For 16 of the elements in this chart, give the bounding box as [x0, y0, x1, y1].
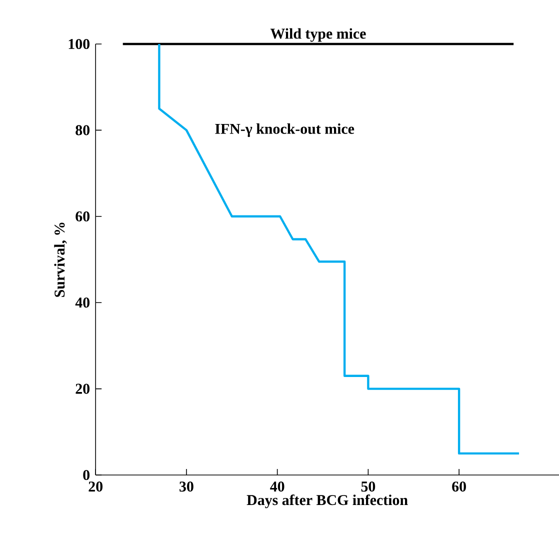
y-tick-label: 60	[76, 211, 90, 222]
x-tick-label: 50	[361, 482, 376, 492]
y-tick-label: 100	[68, 38, 90, 50]
y-tick-label: 0	[83, 470, 90, 480]
x-tick-label: 40	[270, 482, 284, 492]
y-axis-title: Survival, %	[54, 222, 67, 297]
x-tick-label: 60	[452, 482, 466, 492]
line-series	[158, 42, 520, 455]
x-tick-label: 20	[88, 482, 103, 492]
y-tick-label: 40	[75, 298, 90, 308]
series-label: Wild type mice	[270, 28, 366, 42]
y-tick-label: 20	[76, 384, 90, 394]
series-label: IFN-γ knock-out mice	[215, 123, 354, 137]
x-axis-title: Days after BCG infection	[246, 494, 408, 508]
x-tick-label: 30	[180, 482, 194, 492]
y-tick-label: 80	[76, 125, 90, 136]
